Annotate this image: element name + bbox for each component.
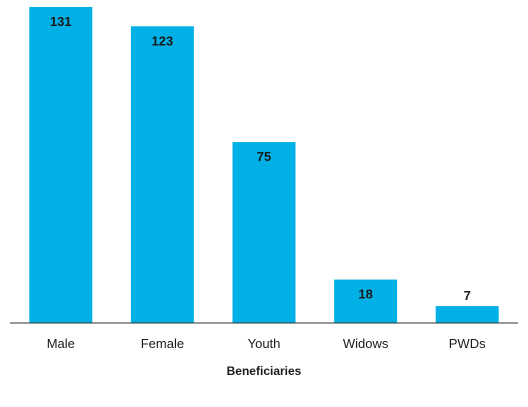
- bar-value-label-youth: 75: [257, 149, 271, 164]
- x-tick-label-male: Male: [47, 336, 75, 351]
- bar-value-label-female: 123: [152, 33, 174, 48]
- x-tick-labels-layer: Male Female Youth Widows PWDs: [47, 336, 486, 351]
- bar-value-label-male: 131: [50, 14, 72, 29]
- bar-value-label-widows: 18: [358, 287, 372, 302]
- bars-layer: [29, 7, 499, 324]
- x-tick-label-pwds: PWDs: [449, 336, 486, 351]
- bar-widows: [334, 279, 398, 323]
- bar-male: [29, 7, 93, 323]
- bar-youth: [232, 142, 296, 323]
- x-tick-label-youth: Youth: [248, 336, 281, 351]
- bar-pwds: [435, 306, 499, 323]
- x-tick-label-widows: Widows: [343, 336, 389, 351]
- bar-value-label-pwds: 7: [464, 288, 471, 303]
- bar-female: [130, 26, 194, 324]
- value-labels-layer: 131 123 75 18 7: [50, 14, 471, 303]
- x-tick-label-female: Female: [141, 336, 184, 351]
- x-axis-title: Beneficiaries: [227, 364, 302, 378]
